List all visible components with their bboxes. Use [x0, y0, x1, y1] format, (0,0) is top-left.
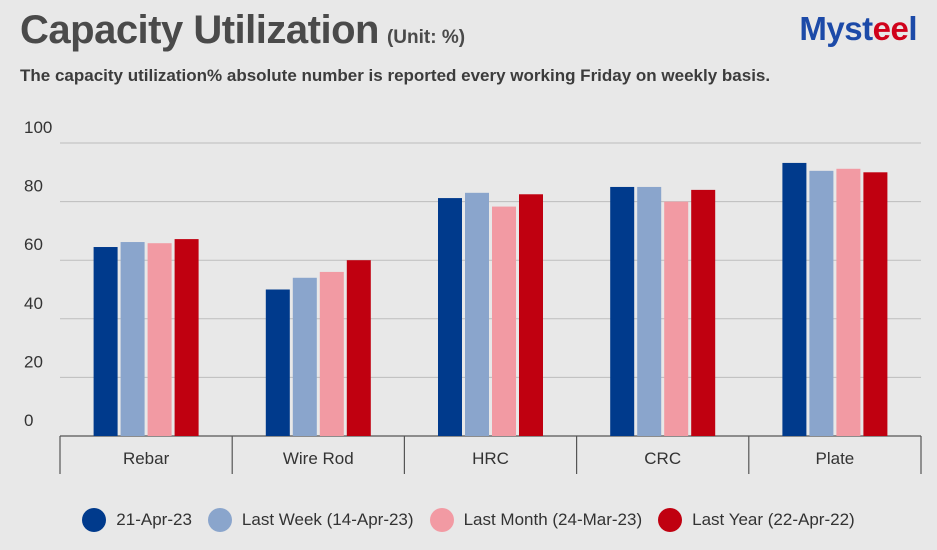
- y-tick-label: 100: [24, 118, 52, 137]
- bar: [836, 168, 861, 436]
- bar: [637, 186, 662, 436]
- bar: [691, 189, 716, 436]
- y-tick-label: 0: [24, 411, 33, 430]
- bar-chart: 0 20 40 60 80 100 Rebar Wire Rod HRC CRC Plate: [24, 118, 922, 474]
- bar: [346, 260, 371, 436]
- x-category-label: Rebar: [123, 449, 170, 468]
- y-tick-label: 80: [24, 177, 43, 196]
- legend-swatch: [82, 508, 107, 532]
- y-tick-label: 60: [24, 235, 43, 254]
- chart-unit: (Unit: %): [386, 27, 466, 48]
- legend-label: Last Year (22-Apr-22): [692, 510, 855, 529]
- x-category-label: Wire Rod: [283, 449, 354, 468]
- bar: [465, 192, 489, 436]
- legend-swatch: [658, 508, 683, 532]
- chart-title: Capacity Utilization: [20, 8, 379, 52]
- bar: [319, 271, 344, 436]
- legend-label: Last Month (24-Mar-23): [463, 510, 643, 529]
- mysteel-logo: Mysteel: [799, 10, 917, 48]
- legend-swatch: [207, 508, 232, 532]
- x-category-label: HRC: [472, 449, 509, 468]
- x-category-label: Plate: [816, 449, 855, 468]
- bar: [438, 198, 462, 436]
- legend-label: 21-Apr-23: [116, 510, 192, 529]
- bar: [519, 194, 543, 436]
- bar: [782, 162, 807, 436]
- legend-item: Last Year (22-Apr-22): [658, 508, 855, 532]
- bar: [809, 170, 834, 436]
- bar: [664, 201, 689, 436]
- logo-text-main: Myst: [799, 10, 873, 47]
- legend-label: Last Week (14-Apr-23): [241, 510, 414, 529]
- x-category-label: CRC: [644, 449, 681, 468]
- bar: [93, 247, 118, 436]
- bar: [120, 242, 145, 436]
- legend-swatch: [429, 508, 454, 532]
- bar: [147, 243, 172, 436]
- bar: [265, 289, 290, 436]
- y-tick-label: 20: [24, 352, 43, 371]
- logo-text-end: l: [908, 10, 917, 47]
- chart-legend: 21-Apr-23 Last Week (14-Apr-23) Last Month…: [0, 508, 937, 532]
- chart-header: Capacity Utilization (Unit: %): [20, 8, 465, 53]
- bar: [863, 172, 888, 437]
- legend-item: Last Week (14-Apr-23): [207, 508, 414, 532]
- bar: [174, 239, 199, 436]
- legend-item: 21-Apr-23: [82, 508, 192, 532]
- logo-text-accent: ee: [872, 10, 909, 47]
- chart-subtitle: The capacity utilization% absolute numbe…: [20, 66, 771, 85]
- bar: [292, 277, 317, 436]
- bar: [492, 206, 516, 436]
- bar: [610, 186, 635, 436]
- y-tick-label: 40: [24, 294, 43, 313]
- legend-item: Last Month (24-Mar-23): [429, 508, 643, 532]
